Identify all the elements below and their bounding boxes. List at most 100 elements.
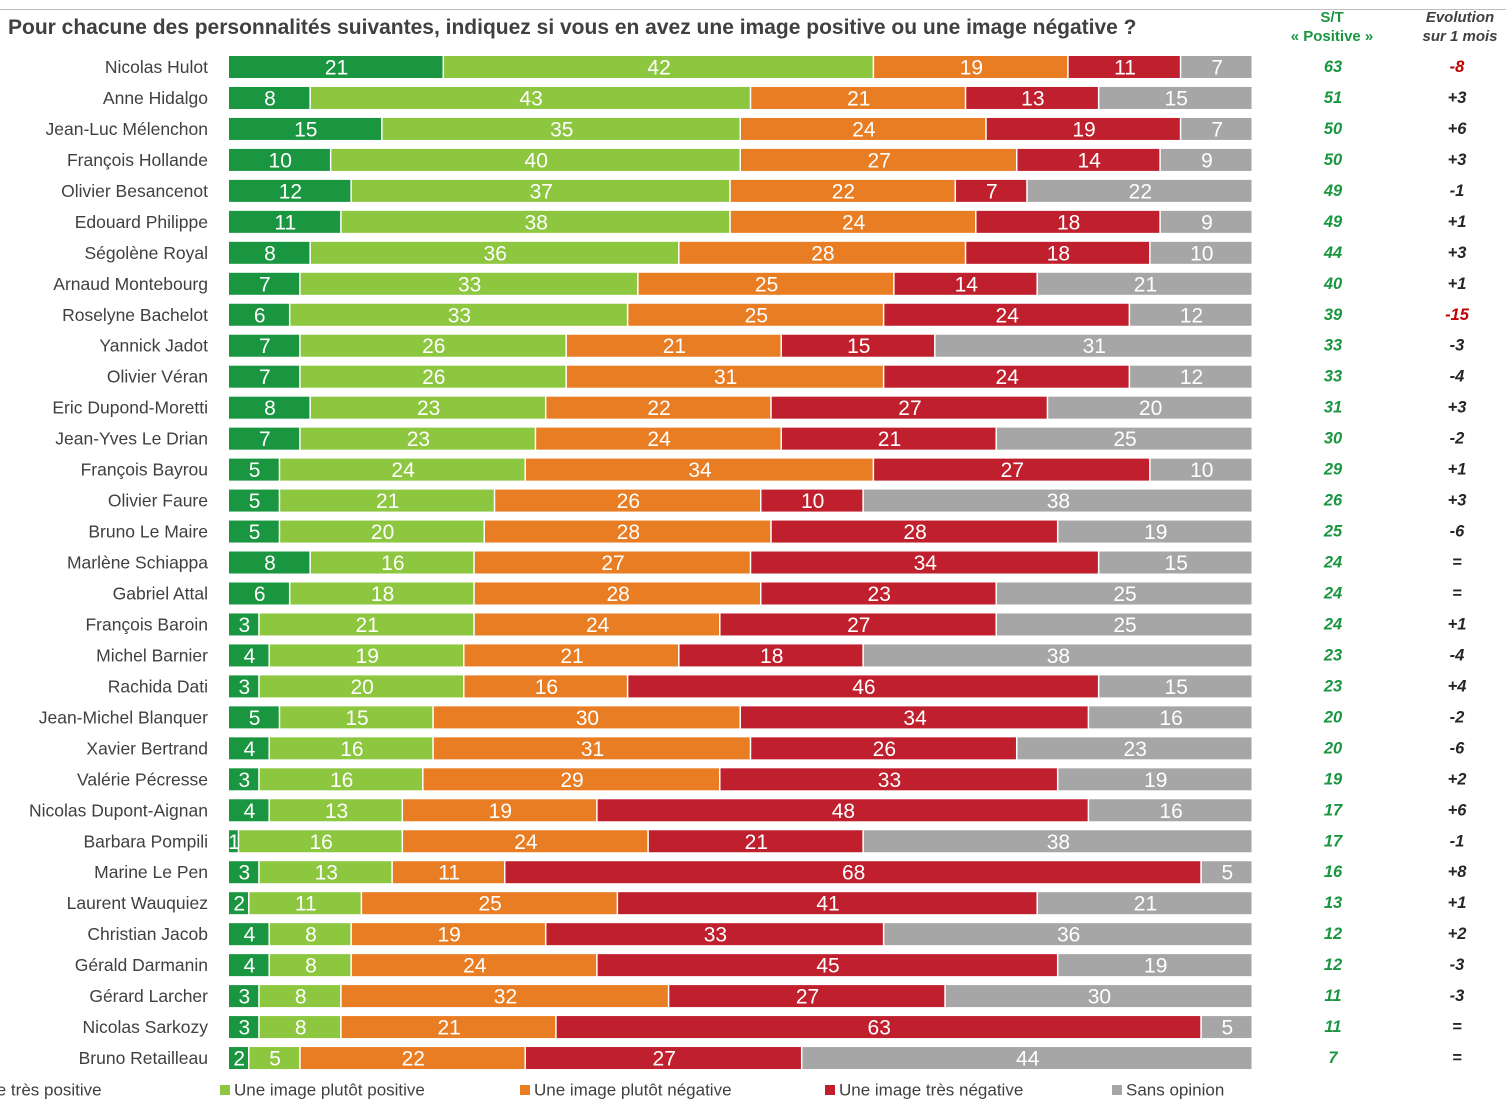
- evolution-value: +1: [1448, 461, 1467, 479]
- bar-segment: [382, 117, 740, 140]
- bar-segment: [433, 737, 750, 760]
- category-label: François Hollande: [67, 150, 208, 170]
- bar-data-label: 19: [356, 645, 379, 668]
- bar-segment: [495, 489, 760, 512]
- bar-segment: [546, 923, 883, 946]
- bar-data-label: 27: [868, 149, 891, 172]
- bar-data-label: 5: [249, 521, 261, 544]
- bar-segment: [1017, 148, 1160, 171]
- bar-data-label: 26: [422, 366, 445, 389]
- bar-segment: [1099, 86, 1252, 109]
- bar-data-label: 5: [249, 707, 261, 730]
- bar-data-label: 15: [1165, 87, 1188, 110]
- bar-segment: [525, 458, 873, 481]
- bar-data-label: 18: [1057, 211, 1080, 234]
- bar-segment: [986, 117, 1180, 140]
- bar-segment: [628, 303, 883, 326]
- bar-data-label: 14: [955, 273, 979, 296]
- bar-segment: [1181, 117, 1252, 140]
- evolution-value: =: [1452, 554, 1462, 572]
- category-label: Gérald Darmanin: [75, 955, 208, 975]
- category-label: Roselyne Bachelot: [62, 305, 208, 325]
- st-positive-value: 39: [1324, 306, 1343, 324]
- category-label: François Baroin: [85, 614, 208, 634]
- category-label: Edouard Philippe: [75, 212, 208, 232]
- evolution-value: +3: [1448, 399, 1467, 417]
- bar-data-label: 26: [873, 738, 896, 761]
- bar-data-label: 24: [996, 304, 1020, 327]
- bar-data-label: 18: [371, 583, 394, 606]
- bar-segment: [229, 489, 279, 512]
- bar-data-label: 21: [356, 614, 379, 637]
- bar-segment: [874, 56, 1068, 78]
- bar-segment: [474, 582, 760, 605]
- bar-data-label: 3: [239, 614, 251, 637]
- bar-data-label: 32: [494, 986, 517, 1009]
- bar-segment: [1130, 365, 1252, 388]
- bar-segment: [997, 427, 1252, 450]
- legend-label: Une image très positive: [0, 1081, 102, 1100]
- st-positive-value: 23: [1323, 677, 1342, 695]
- bar-data-label: 15: [1165, 552, 1188, 575]
- category-label: Laurent Wauquiez: [67, 893, 208, 913]
- evolution-value: -1: [1450, 832, 1465, 850]
- st-positive-value: 24: [1323, 615, 1342, 633]
- bar-segment: [771, 396, 1047, 419]
- bar-segment: [966, 86, 1098, 109]
- bar-data-label: 43: [519, 87, 542, 110]
- bar-segment: [802, 1047, 1252, 1070]
- bar-data-label: 8: [264, 552, 276, 575]
- bar-data-label: 2: [233, 1048, 245, 1071]
- bar-data-label: 7: [259, 273, 271, 296]
- category-label: Bruno Retailleau: [79, 1048, 208, 1068]
- bar-data-label: 16: [1159, 707, 1182, 730]
- category-label: Anne Hidalgo: [103, 88, 208, 108]
- bar-data-label: 3: [239, 676, 251, 699]
- evolution-value: -3: [1450, 337, 1465, 355]
- bar-segment: [1037, 892, 1252, 915]
- bar-data-label: 23: [417, 397, 440, 420]
- bar-data-label: 25: [755, 273, 778, 296]
- bar-segment: [1099, 551, 1252, 574]
- bar-data-label: 27: [1001, 459, 1024, 482]
- bar-segment: [310, 396, 545, 419]
- bar-data-label: 31: [714, 366, 737, 389]
- bar-data-label: 24: [647, 428, 671, 451]
- bar-segment: [280, 458, 525, 481]
- category-label: Rachida Dati: [108, 676, 208, 696]
- bar-segment: [1068, 56, 1180, 78]
- bar-data-label: 8: [305, 955, 317, 978]
- bar-segment: [1048, 396, 1252, 419]
- bar-data-label: 35: [550, 118, 573, 141]
- bar-segment: [720, 613, 996, 636]
- bar-data-label: 11: [274, 211, 296, 234]
- bar-segment: [341, 985, 668, 1008]
- bar-data-label: 22: [402, 1048, 425, 1071]
- bar-segment: [310, 551, 474, 574]
- bar-data-label: 24: [463, 955, 487, 978]
- evolution-header: Evolution sur 1 mois: [1412, 8, 1506, 46]
- bar-data-label: 48: [832, 800, 855, 823]
- bar-segment: [464, 644, 679, 667]
- bar-data-label: 21: [560, 645, 583, 668]
- bar-segment: [730, 179, 955, 202]
- bar-segment: [259, 985, 341, 1008]
- evolution-value: +3: [1448, 492, 1467, 510]
- st-positive-value: 23: [1323, 646, 1342, 664]
- bar-data-label: 25: [745, 304, 768, 327]
- evolution-value: =: [1452, 1049, 1462, 1067]
- legend-swatch: [220, 1085, 230, 1095]
- bar-segment: [300, 334, 566, 357]
- bar-data-label: 16: [1159, 800, 1182, 823]
- evolution-value: +1: [1448, 894, 1467, 912]
- evolution-value: -8: [1450, 58, 1465, 76]
- bar-data-label: 22: [1129, 180, 1152, 203]
- category-label: Nicolas Hulot: [105, 57, 208, 77]
- bar-data-label: 21: [663, 335, 686, 358]
- category-label: Jean-Michel Blanquer: [39, 707, 208, 727]
- bar-data-label: 7: [259, 428, 271, 451]
- bar-segment: [741, 148, 1016, 171]
- evolution-value: -15: [1445, 306, 1470, 324]
- bar-data-label: 3: [239, 986, 251, 1009]
- bar-data-label: 2: [233, 893, 245, 916]
